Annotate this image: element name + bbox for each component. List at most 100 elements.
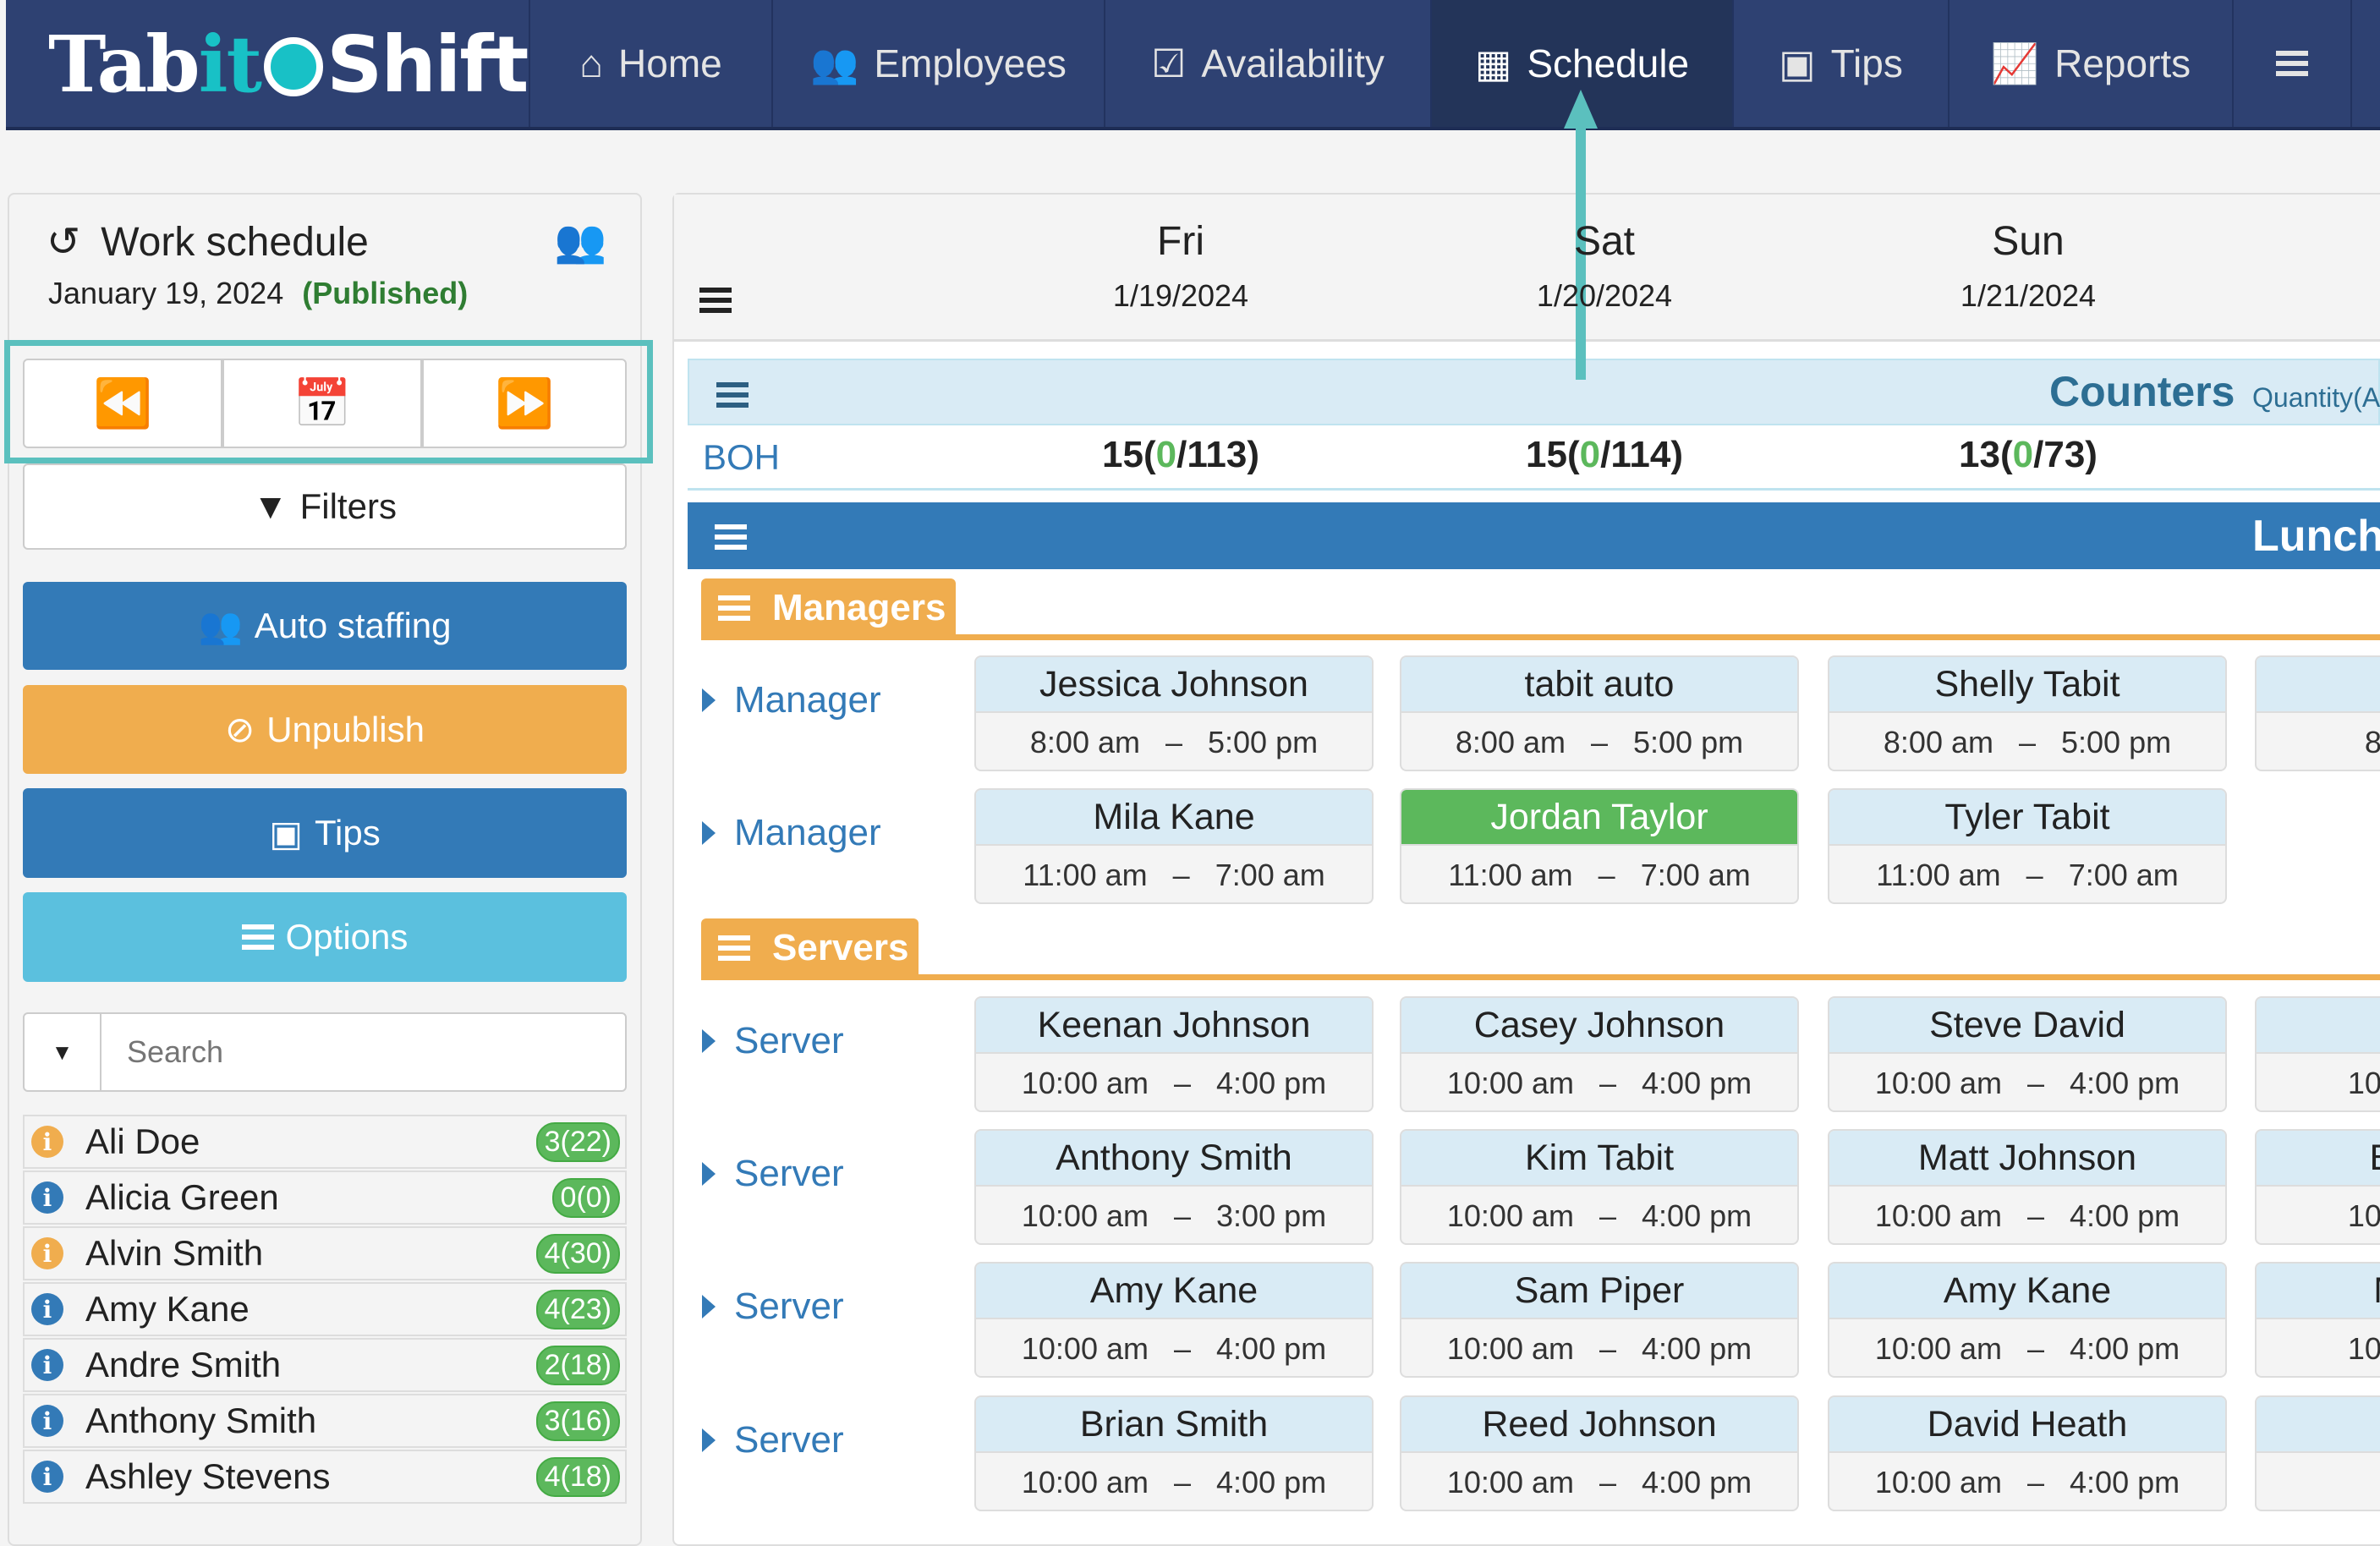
role-label[interactable]: Server (702, 1153, 844, 1195)
group-divider (701, 974, 2380, 980)
role-label[interactable]: Manager (702, 679, 881, 721)
start-time: 10:00 am (1446, 1198, 1574, 1233)
info-icon[interactable]: i (31, 1126, 63, 1158)
caret-down-icon: ▼ (51, 1039, 74, 1065)
list-item[interactable]: i Ali Doe 3(22) (23, 1115, 627, 1169)
shift-card[interactable]: T 8:00 (2255, 655, 2380, 771)
shift-card[interactable]: Mila Kane 11:00 am –7:00 am (974, 788, 1374, 904)
start-time: 10:00 am (1874, 1198, 2002, 1233)
nav-menu[interactable] (2232, 0, 2350, 127)
shift-card[interactable]: Amy Kane 10:00 am –4:00 pm (974, 1262, 1374, 1378)
group-tag[interactable]: Managers (701, 578, 957, 638)
shift-card[interactable]: Casey Johnson 10:00 am –4:00 pm (1400, 996, 1799, 1112)
info-icon[interactable]: i (31, 1461, 63, 1493)
list-item[interactable]: i Alicia Green 0(0) (23, 1170, 627, 1225)
shift-card[interactable]: Je 10:00 (2255, 996, 2380, 1112)
employee-name: Je (2257, 998, 2380, 1054)
shift-time: 10:00 am –4:00 pm (1401, 1054, 1797, 1110)
info-icon[interactable]: i (31, 1405, 63, 1437)
counter-total: 15 (1102, 434, 1143, 475)
counter-green: 0 (1579, 434, 1601, 475)
logo[interactable]: Tabit Shift (48, 19, 529, 110)
top-nav: Tabit Shift ⌂ Home 👥 Employees ☑ Availabilit… (6, 0, 2380, 130)
next-button[interactable]: ⏩ (422, 359, 627, 448)
list-item[interactable]: i Amy Kane 4(23) (23, 1282, 627, 1336)
options-button[interactable]: Options (23, 892, 627, 982)
menu-icon[interactable] (716, 382, 749, 408)
employee-name: Anthony Smith (85, 1401, 317, 1440)
dash: – (2018, 724, 2037, 759)
auto-staffing-button[interactable]: 👥 Auto staffing (23, 582, 627, 670)
previous-button[interactable]: ⏪ (23, 359, 222, 448)
shift-card[interactable]: Iz00: (2255, 1395, 2380, 1511)
role-label[interactable]: Manager (702, 812, 881, 854)
menu-icon[interactable] (699, 288, 732, 313)
employee-name: Amy Kane (976, 1264, 1372, 1319)
history-icon[interactable]: ↺ (47, 220, 81, 265)
info-icon[interactable]: i (31, 1181, 63, 1214)
shift-time: 11:00 am –7:00 am (1829, 846, 2225, 902)
start-time: 11:00 am (1448, 857, 1573, 892)
day-name: Sat (1573, 219, 1636, 264)
dash: – (1174, 1198, 1192, 1233)
group-tag[interactable]: Servers (701, 918, 919, 978)
employee-name: David Heath (1829, 1397, 2225, 1453)
menu-icon[interactable] (715, 524, 747, 550)
employee-name: Alicia Green (85, 1177, 279, 1217)
employee-name: Alvin Smith (85, 1233, 264, 1273)
nav-home[interactable]: ⌂ Home (529, 0, 771, 127)
info-icon[interactable]: i (31, 1349, 63, 1381)
shift-time: 8:00 am –5:00 pm (976, 713, 1372, 770)
employee-name: Mila Kane (976, 790, 1372, 846)
start-time: 10:00 am (1021, 1464, 1149, 1499)
shift-card[interactable]: Bry 10:00 (2255, 1129, 2380, 1245)
shift-card[interactable]: Amy Kane 10:00 am –4:00 pm (1828, 1262, 2227, 1378)
nav-reports[interactable]: 📈 Reports (1948, 0, 2232, 127)
shift-card[interactable]: Anthony Smith 10:00 am –3:00 pm (974, 1129, 1374, 1245)
nav-employees[interactable]: 👥 Employees (771, 0, 1104, 127)
shift-card[interactable]: Sam Piper 10:00 am –4:00 pm (1400, 1262, 1799, 1378)
shift-card[interactable]: Tyler Tabit 11:00 am –7:00 am (1828, 788, 2227, 904)
ban-icon: ⊘ (225, 710, 255, 749)
shift-card[interactable]: Jessica Johnson 8:00 am –5:00 pm (974, 655, 1374, 771)
shift-card[interactable]: Steve David 10:00 am –4:00 pm (1828, 996, 2227, 1112)
search-input[interactable] (101, 1014, 625, 1090)
shift-card[interactable]: Jordan Taylor 11:00 am –7:00 am (1400, 788, 1799, 904)
users-icon[interactable]: 👥 (554, 217, 607, 265)
calendar-button[interactable]: 📅 (222, 359, 422, 448)
shift-card[interactable]: Matt Johnson 10:00 am –4:00 pm (1828, 1129, 2227, 1245)
shift-card[interactable]: tabit auto 8:00 am –5:00 pm (1400, 655, 1799, 771)
search-dropdown[interactable]: ▼ (25, 1014, 101, 1090)
role-label[interactable]: Server (702, 1419, 844, 1461)
list-item[interactable]: i Ashley Stevens 4(18) (23, 1450, 627, 1504)
role-label[interactable]: Server (702, 1286, 844, 1328)
list-item[interactable]: i Alvin Smith 4(30) (23, 1226, 627, 1280)
nav-tips[interactable]: ▣ Tips (1732, 0, 1948, 127)
info-icon[interactable]: i (31, 1237, 63, 1269)
end-time: 4:00 pm (1216, 1065, 1327, 1100)
shift-card[interactable]: David Heath 10:00 am –4:00 pm (1828, 1395, 2227, 1511)
list-item[interactable]: i Andre Smith 2(18) (23, 1338, 627, 1392)
shift-card[interactable]: Brian Smith 10:00 am –4:00 pm (974, 1395, 1374, 1511)
start-time: 10:00 (2347, 1065, 2380, 1100)
shift-time: 10:00 am –4:00 pm (1829, 1187, 2225, 1243)
counter-value: 15(0/113) (1102, 434, 1259, 475)
role-label[interactable]: Server (702, 1020, 844, 1062)
shift-card[interactable]: Kim Tabit 10:00 am –4:00 pm (1400, 1129, 1799, 1245)
employee-name: Brian Smith (976, 1397, 1372, 1453)
end-time: 5:00 pm (2061, 724, 2172, 759)
dash: – (1590, 724, 1609, 759)
shift-card[interactable]: Shelly Tabit 8:00 am –5:00 pm (1828, 655, 2227, 771)
filters-button[interactable]: ▼ Filters (23, 463, 627, 550)
info-icon[interactable]: i (31, 1293, 63, 1325)
shift-count-badge: 4(23) (535, 1289, 620, 1329)
shift-card[interactable]: Keenan Johnson 10:00 am –4:00 pm (974, 996, 1374, 1112)
tips-button[interactable]: ▣ Tips (23, 788, 627, 878)
list-item[interactable]: i Anthony Smith 3(16) (23, 1394, 627, 1448)
shift-card[interactable]: Ma 10:00 (2255, 1262, 2380, 1378)
shift-card[interactable]: Reed Johnson 10:00 am –4:00 pm (1400, 1395, 1799, 1511)
unpublish-button[interactable]: ⊘ Unpublish (23, 685, 627, 774)
counters-row: BOH (688, 425, 2380, 491)
shift-time: 10:00 am –4:00 pm (976, 1054, 1372, 1110)
nav-availability[interactable]: ☑ Availability (1104, 0, 1430, 127)
